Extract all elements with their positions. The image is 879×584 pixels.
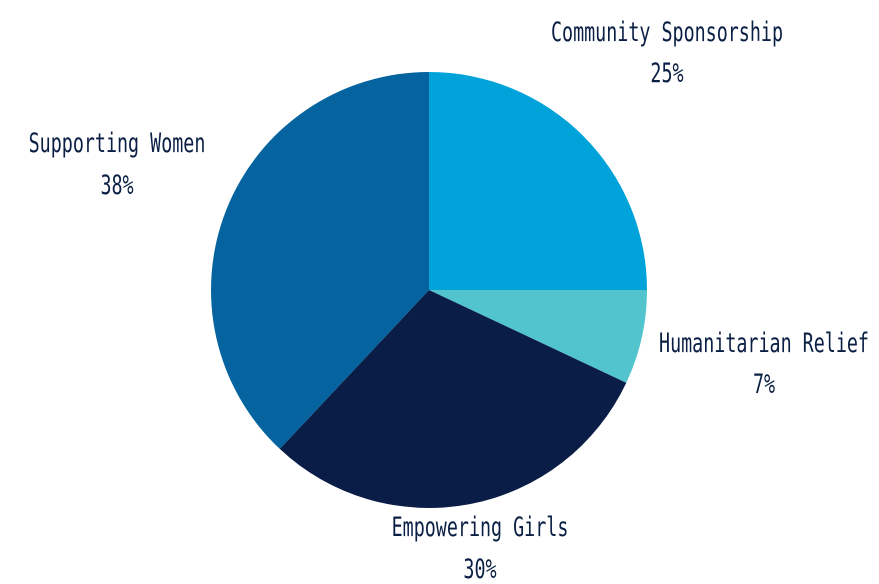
slice-label-group-humanitarian-relief: Humanitarian Relief 7%	[659, 329, 869, 400]
pie-slice-community-sponsorship	[429, 72, 647, 290]
slice-value-supporting-women: 38%	[100, 171, 133, 201]
pie-slice-humanitarian-relief	[429, 290, 647, 383]
slice-value-humanitarian-relief: 7%	[753, 370, 775, 400]
pie-slice-supporting-women	[210, 71, 429, 449]
slice-label-supporting-women: Supporting Women	[29, 129, 206, 159]
slice-label-group-empowering-girls: Empowering Girls 30%	[392, 513, 569, 584]
slice-label-humanitarian-relief: Humanitarian Relief	[659, 329, 869, 359]
slice-label-empowering-girls: Empowering Girls	[392, 513, 569, 543]
pie-slice-empowering-girls	[279, 290, 627, 509]
slice-label-group-community-sponsorship: Community Sponsorship 25%	[551, 18, 783, 89]
slice-label-group-supporting-women: Supporting Women 38%	[29, 129, 206, 201]
pie-slices	[210, 71, 647, 509]
slice-value-empowering-girls: 30%	[463, 555, 496, 584]
slice-label-community-sponsorship: Community Sponsorship	[551, 18, 783, 48]
slice-value-community-sponsorship: 25%	[650, 59, 683, 89]
